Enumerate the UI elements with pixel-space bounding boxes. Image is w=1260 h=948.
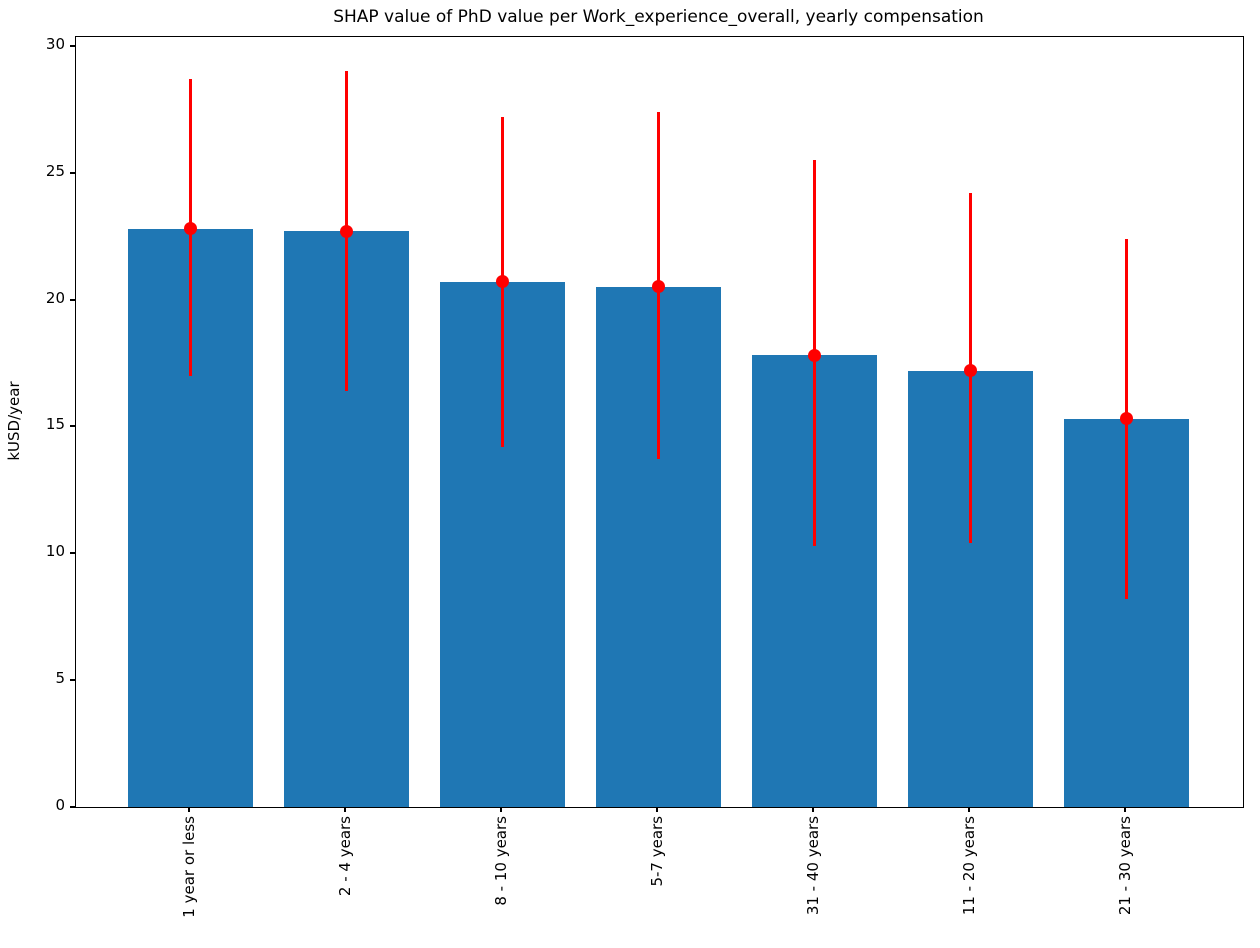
y-tick-label: 30 — [45, 34, 65, 53]
error-marker — [495, 275, 509, 289]
error-marker — [651, 280, 665, 294]
x-tick — [968, 807, 970, 812]
y-tick — [70, 44, 75, 47]
x-tick — [188, 807, 190, 812]
y-axis-label: kUSD/year — [5, 381, 23, 461]
y-tick-label: 25 — [45, 161, 65, 180]
y-tick — [70, 425, 75, 428]
y-tick-label: 0 — [55, 796, 65, 814]
y-tick — [70, 679, 75, 682]
plot-area — [70, 36, 1244, 808]
y-tick-label: 20 — [45, 288, 65, 307]
error-marker — [807, 348, 821, 362]
x-tick-label: 5-7 years — [648, 816, 666, 887]
error-marker — [963, 364, 977, 378]
x-tick — [500, 807, 502, 812]
x-tick-label: 11 - 20 years — [960, 816, 978, 916]
x-tick — [1124, 807, 1126, 812]
y-tick-label: 10 — [45, 542, 65, 561]
x-tick — [344, 807, 346, 812]
x-tick — [812, 807, 814, 812]
y-tick — [70, 552, 75, 555]
x-tick-label: 2 - 4 years — [336, 816, 354, 897]
error-marker — [1119, 412, 1133, 426]
y-tick-label: 15 — [45, 415, 65, 434]
y-tick — [70, 298, 75, 301]
error-marker — [339, 224, 353, 238]
y-tick — [70, 806, 75, 808]
x-tick — [656, 807, 658, 812]
y-tick-label: 5 — [55, 669, 65, 688]
x-tick-label: 31 - 40 years — [804, 816, 822, 916]
error-marker — [183, 222, 197, 236]
y-tick — [70, 171, 75, 174]
chart-title: SHAP value of PhD value per Work_experie… — [333, 7, 984, 27]
x-tick-label: 8 - 10 years — [492, 816, 510, 906]
x-tick-label: 21 - 30 years — [1116, 816, 1134, 916]
x-tick-label: 1 year or less — [180, 816, 198, 918]
